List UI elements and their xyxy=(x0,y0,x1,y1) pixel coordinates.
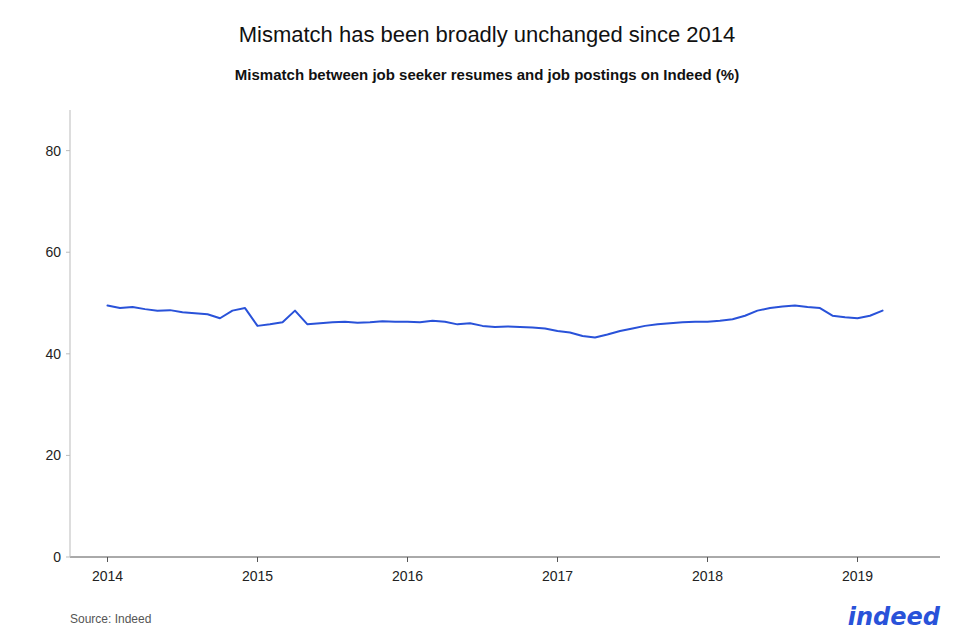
x-tick xyxy=(707,557,708,562)
line xyxy=(108,306,883,338)
x-tick-label: 2019 xyxy=(842,568,873,584)
subtitle: Mismatch between job seeker resumes and … xyxy=(235,66,739,83)
x-tick-label: 2016 xyxy=(392,568,423,584)
x-tick-label: 2015 xyxy=(242,568,273,584)
x-axis xyxy=(70,557,940,558)
x-tick xyxy=(857,557,858,562)
y-tick xyxy=(66,252,70,253)
x-tick xyxy=(107,557,108,562)
y-tick xyxy=(66,150,70,151)
title: Mismatch has been broadly unchanged sinc… xyxy=(239,22,736,47)
chart: Mismatch has been broadly unchanged sinc… xyxy=(0,0,974,637)
y-tick xyxy=(66,455,70,456)
series-group xyxy=(108,306,883,338)
logo: indeed xyxy=(848,603,941,631)
x-tick xyxy=(257,557,258,562)
x-tick xyxy=(557,557,558,562)
x-tick-label: 2018 xyxy=(692,568,723,584)
y-tick-label: 40 xyxy=(45,346,61,362)
y-tick-label: 60 xyxy=(45,244,61,260)
y-axis xyxy=(70,110,71,557)
y-tick-label: 0 xyxy=(53,549,61,565)
plot-area: 2014 2015 2016 2017 2018 2019 0 20 40 60 80 xyxy=(45,110,940,584)
source: Source: Indeed xyxy=(70,612,151,626)
x-tick-label: 2014 xyxy=(92,568,123,584)
x-tick-label: 2017 xyxy=(542,568,573,584)
x-tick xyxy=(407,557,408,562)
y-tick xyxy=(66,353,70,354)
y-tick-label: 80 xyxy=(45,143,61,159)
y-tick xyxy=(66,557,70,558)
y-tick-label: 20 xyxy=(45,447,61,463)
